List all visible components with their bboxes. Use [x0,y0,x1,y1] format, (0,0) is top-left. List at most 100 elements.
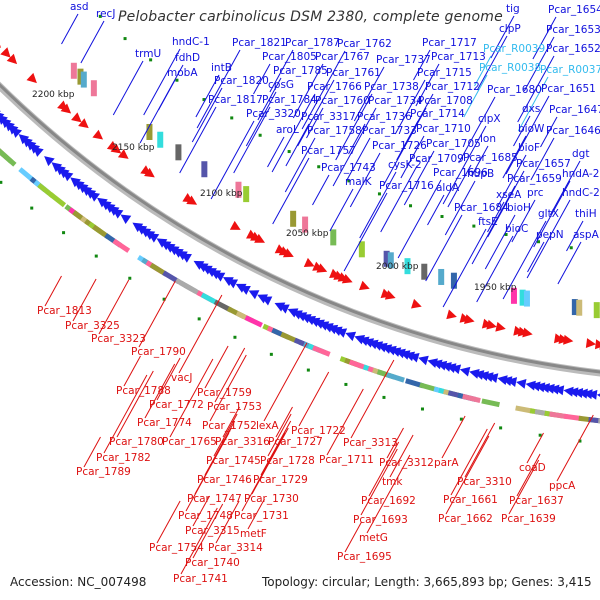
forward-gene-arrow [222,277,234,287]
reverse-gene-label: Pcar_3325 [65,320,120,332]
inner-tick-mark [440,214,444,218]
forward-gene-label: Pcar_1787 [285,37,340,49]
reverse-gene-label: Pcar_1731 [234,510,289,522]
forward-leader-line [179,106,217,174]
reverse-feature-block [157,131,164,148]
forward-leader-line [502,135,527,179]
forward-gene-arrow [33,146,44,157]
forward-leader-line [257,77,282,121]
forward-leader-line [413,49,431,81]
outer-tick-mark [420,407,424,411]
outer-tick-mark [382,395,386,399]
forward-gene-arrow [177,251,188,261]
forward-gene-arrow [239,286,251,295]
forward-leader-line [427,194,445,226]
reverse-feature-block [593,302,600,319]
reverse-leader-line [209,354,247,422]
reverse-gene-label: vacJ [171,372,193,384]
forward-gene-arrow [587,389,598,400]
forward-gene-arrow [292,310,303,320]
reverse-leader-line [260,420,292,476]
inner-tick-mark [149,58,153,62]
forward-leader-line [517,55,555,123]
forward-leader-line [61,13,79,45]
forward-gene-arrow [206,267,217,277]
forward-gene-label: Pcar_1757 [301,145,356,157]
forward-leader-line [458,96,496,164]
forward-gene-label: ftsE [478,216,498,228]
forward-gene-arrow [248,290,260,300]
reverse-gene-arrow [71,112,82,123]
outer-tick-mark [344,382,348,386]
inner-tick-mark [347,179,351,183]
forward-gene-label: cysK-2 [388,159,422,171]
forward-leader-line [397,179,442,259]
forward-gene-label: Pcar_1761 [326,67,381,79]
forward-gene-label: Pcar_1817 [208,94,263,106]
outer-tick-mark [94,254,98,258]
forward-gene-label: asd [70,1,89,13]
forward-gene-arrow [305,315,317,326]
forward-gene-label: Pcar_1820 [214,75,269,87]
forward-gene-label: Pcar_1726 [372,140,427,152]
accession-text: Accession: NC_007498 [10,575,147,589]
scale-tick-label: 2000 kbp [376,262,419,272]
forward-leader-line [348,123,366,155]
forward-gene-arrow [469,369,480,379]
forward-gene-arrow [386,345,397,356]
forward-gene-arrow [274,302,286,312]
reverse-gene-label: Pcar_3316 [215,436,270,448]
forward-gene-arrow [181,253,192,263]
reverse-leader-line [215,500,240,544]
forward-feature-block [92,224,110,240]
forward-leader-line [329,188,354,232]
reverse-gene-label: Pcar_1741 [173,573,228,585]
reverse-gene-arrow [60,103,72,114]
forward-gene-arrow [418,355,429,366]
reverse-gene-arrow [522,327,533,338]
reverse-gene-label: Pcar_1730 [244,493,299,505]
reverse-feature-block [421,263,428,280]
reverse-feature-block [330,229,337,246]
reverse-gene-arrow [563,334,574,345]
forward-leader-line [195,74,220,118]
forward-leader-line [272,157,310,225]
scale-tick-label: 2100 kbp [200,189,243,199]
forward-leader-line [292,63,324,119]
forward-leader-line [143,48,181,116]
forward-leader-line [403,150,435,206]
forward-leader-line [380,165,418,233]
reverse-gene-label: Pcar_3310 [457,476,512,488]
forward-leader-line [533,180,571,248]
forward-gene-arrow [331,326,343,336]
reverse-leader-line [247,498,265,530]
reverse-leader-line [360,448,398,516]
forward-leader-line [476,35,508,91]
reverse-leader-line [251,427,289,495]
forward-feature-block [481,398,500,408]
reverse-leader-line [123,355,141,387]
forward-leader-line [505,95,550,175]
forward-gene-arrow [582,389,593,400]
reverse-leader-line [156,357,181,401]
forward-gene-label: intB [211,62,232,74]
forward-leader-line [210,120,255,200]
forward-leader-line [400,135,425,179]
reverse-gene-label: Pcar_1695 [337,551,392,563]
forward-gene-arrow [261,296,273,306]
forward-gene-arrow [358,336,370,347]
forward-leader-line [487,201,505,233]
reverse-gene-label: Pcar_1692 [361,495,416,507]
forward-leader-line [425,214,463,282]
reverse-feature-block [383,250,390,267]
forward-leader-line [471,185,516,265]
reverse-feature-block [450,272,457,289]
forward-feature-block [280,331,299,344]
reverse-gene-arrow [495,321,506,332]
reverse-leader-line [72,278,97,322]
forward-leader-line [442,125,487,205]
inner-tick-mark [123,37,127,41]
forward-leader-line [495,154,527,210]
reverse-leader-line [450,428,488,496]
reverse-leader-line [116,370,154,438]
